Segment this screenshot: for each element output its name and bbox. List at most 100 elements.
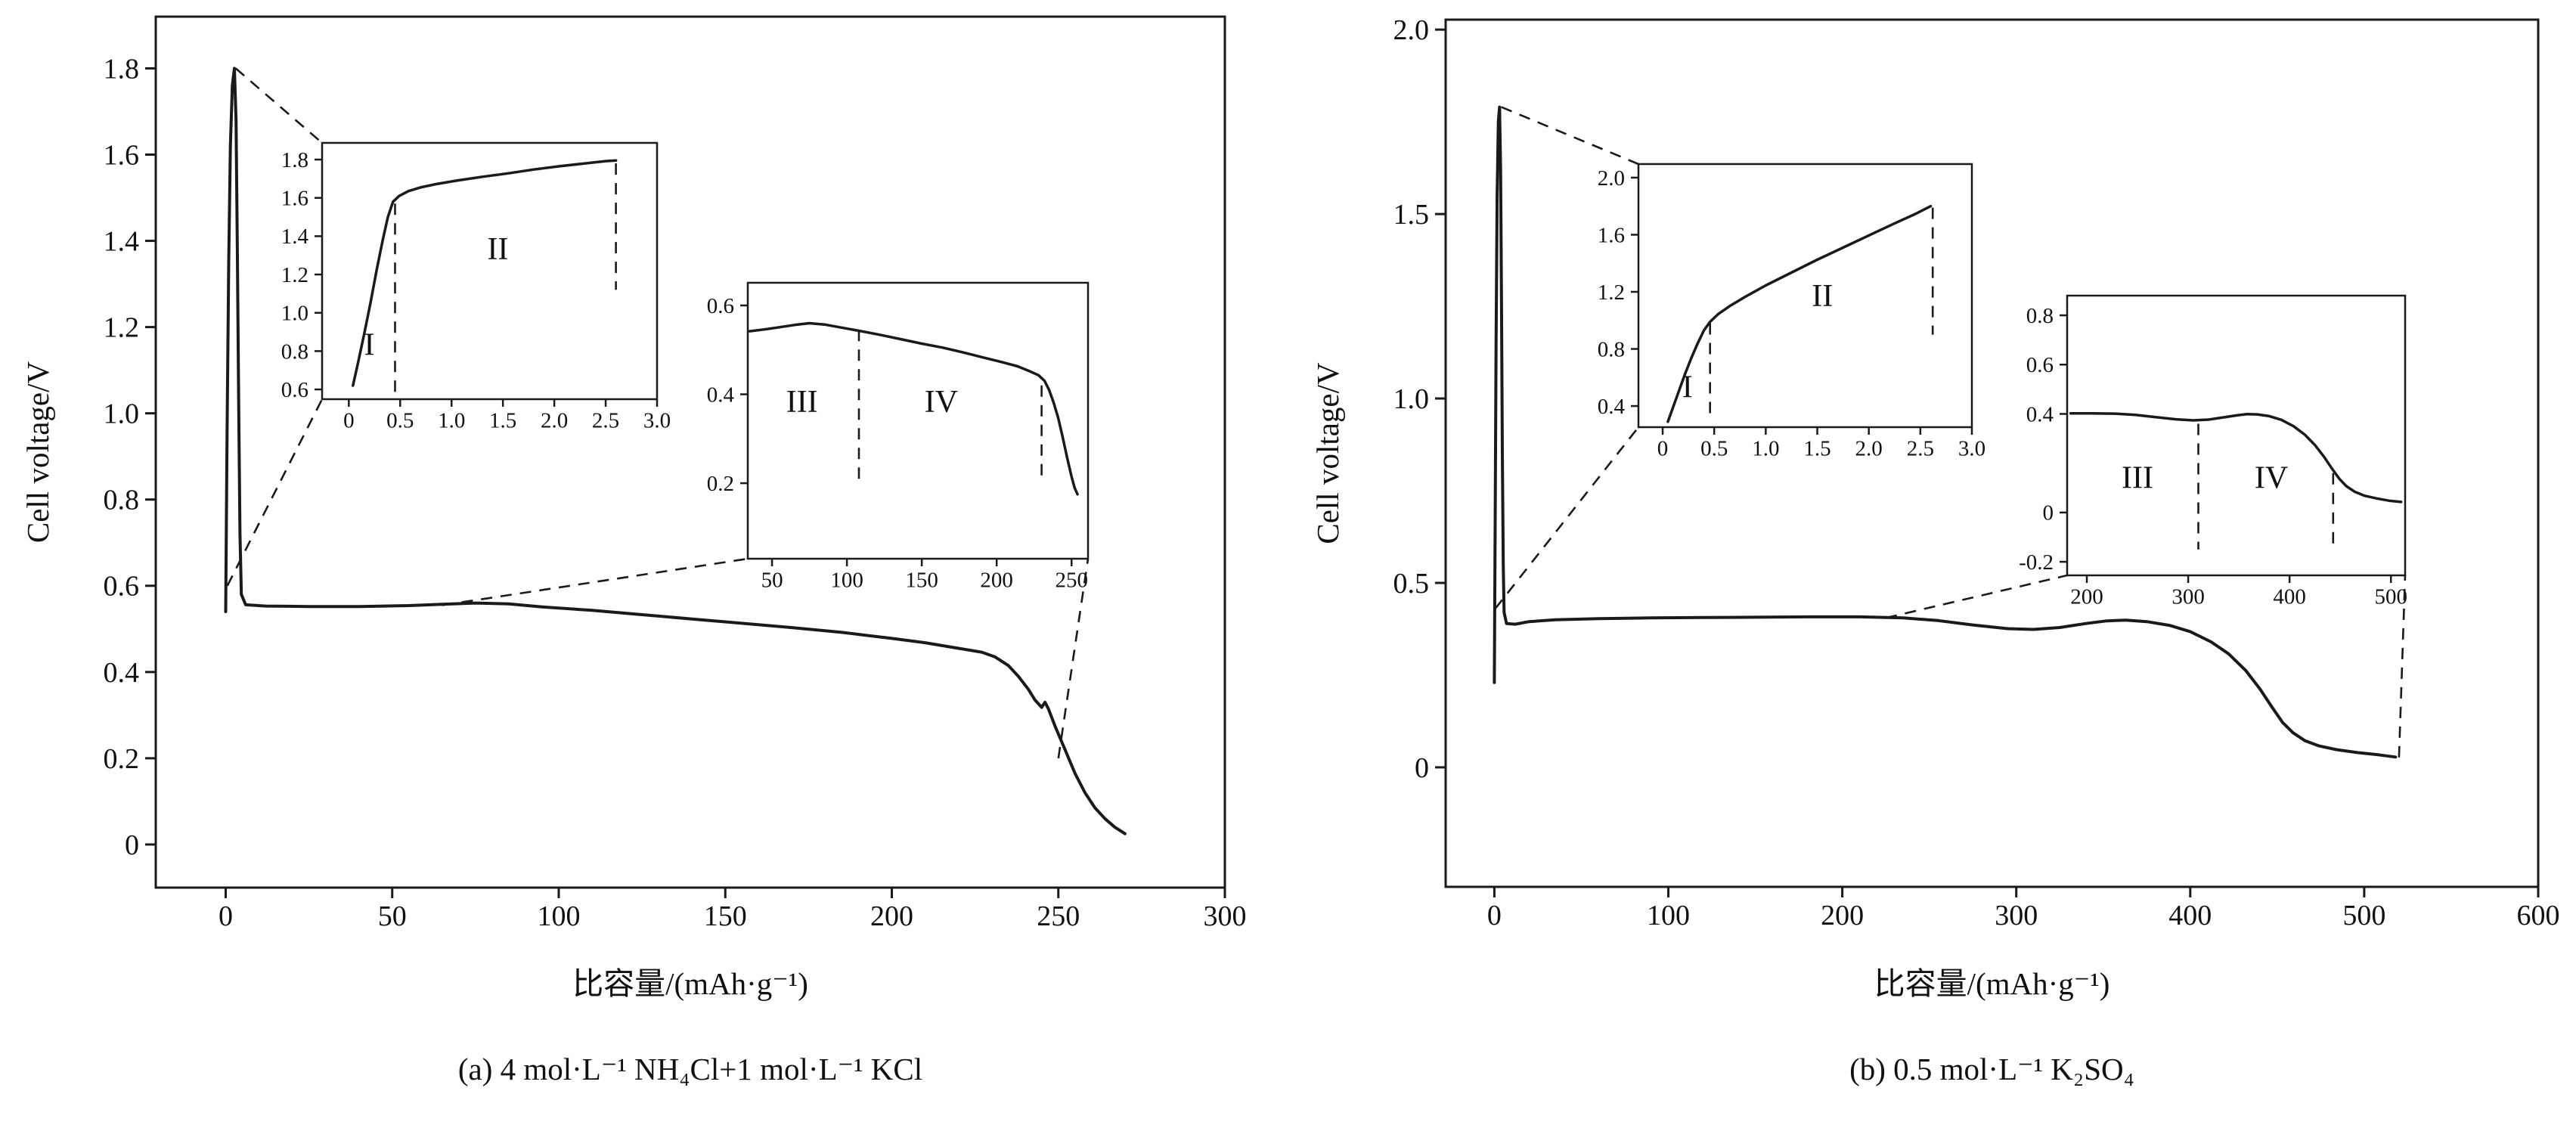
region-label: III: [2122, 460, 2153, 495]
zoom-connector-dash: [1494, 426, 1640, 609]
zoom-connector-dash: [1885, 574, 2068, 619]
y-axis-label: Cell voltage/V: [20, 361, 55, 543]
y-tick-label: 0.8: [1598, 337, 1625, 361]
x-tick-label: 250: [1037, 900, 1080, 932]
x-tick-label: 100: [538, 900, 581, 932]
x-tick-label: 1.0: [438, 409, 465, 433]
y-tick-label: 0: [2043, 501, 2054, 525]
region-label: IV: [2255, 460, 2288, 495]
x-tick-label: 400: [2273, 585, 2306, 609]
x-tick-label: 100: [1647, 900, 1690, 931]
y-tick-label: 1.4: [104, 225, 140, 257]
zoom-connector-dash: [442, 557, 749, 606]
zoom-connector-dash: [226, 398, 324, 587]
y-tick-label: 2.0: [1598, 166, 1625, 191]
y-tick-label: 0.4: [1598, 395, 1626, 419]
y-tick-label: 0.4: [104, 657, 140, 689]
x-tick-label: 50: [761, 569, 783, 593]
y-tick-label: 0.8: [281, 339, 308, 364]
region-label: IV: [925, 385, 958, 420]
x-tick-label: 1.5: [1803, 437, 1830, 461]
panel-caption: (b) 0.5 mol·L⁻¹ K₂SO₄: [1849, 1052, 2134, 1086]
x-tick-label: 200: [2070, 585, 2103, 609]
inset-voltage-curve: [2069, 412, 2403, 504]
x-tick-label: 1.0: [1752, 437, 1779, 461]
y-tick-label: 0: [1415, 752, 1429, 784]
inset-frame: [1637, 163, 1973, 429]
x-tick-label: 150: [704, 900, 747, 932]
y-tick-label: 1.8: [281, 148, 308, 172]
x-tick-label: 3.0: [643, 409, 671, 433]
y-tick-label: 0.5: [1393, 568, 1430, 600]
y-tick-label: 1.2: [1598, 280, 1625, 305]
x-tick-label: 100: [830, 569, 863, 593]
x-tick-label: 500: [2374, 585, 2407, 609]
zoom-connector-dash: [234, 67, 323, 144]
y-tick-label: 0: [125, 829, 139, 861]
y-tick-label: 1.0: [104, 398, 140, 430]
x-tick-label: 300: [2171, 585, 2205, 609]
inset-voltage-curve: [1666, 204, 1933, 423]
x-tick-label: 500: [2342, 900, 2385, 931]
x-tick-label: 1.5: [489, 409, 516, 433]
region-label: II: [1812, 279, 1833, 314]
x-tick-label: 3.0: [1958, 437, 1985, 461]
x-tick-label: 0.5: [1700, 437, 1728, 461]
voltage-curve: [1493, 105, 2398, 759]
x-tick-label: 2.5: [592, 409, 619, 433]
x-tick-label: 0: [1487, 900, 1502, 931]
inset-voltage-curve: [352, 159, 618, 387]
y-tick-label: 1.4: [281, 225, 309, 249]
zoom-connector-dash: [1501, 106, 1639, 166]
x-tick-label: 2.5: [1907, 437, 1934, 461]
y-tick-label: 2.0: [1393, 14, 1430, 46]
region-label: I: [1682, 370, 1693, 405]
x-tick-label: 200: [980, 569, 1013, 593]
voltage-curve: [224, 67, 1127, 835]
y-tick-label: 0.4: [707, 383, 735, 407]
x-tick-label: 2.0: [541, 409, 568, 433]
x-axis-label: 比容量/(mAh·g⁻¹): [572, 966, 808, 1001]
y-tick-label: 1.6: [104, 139, 140, 171]
y-tick-label: 1.6: [1598, 223, 1625, 247]
plot-frame: [154, 15, 1226, 889]
x-axis-label: 比容量/(mAh·g⁻¹): [1874, 966, 2110, 1001]
panel-a-svg: 0 50 100 150 200 250 300 0 0.2 0.4 0.6 0.8 1.0 1.2 1.4…: [20, 15, 1247, 1086]
x-tick-label: 300: [1995, 900, 2038, 931]
x-tick-label: 150: [905, 569, 938, 593]
region-label: II: [487, 232, 508, 267]
y-tick-label: 1.2: [104, 312, 140, 344]
x-tick-label: 200: [1821, 900, 1864, 931]
y-tick-label: 1.2: [281, 263, 308, 287]
y-tick-label: 0.6: [104, 571, 140, 603]
plot-frame: [1444, 18, 2540, 888]
panel-b-svg: 0 100 200 300 400 500 600 0 0.5 1.0 1.5 2.0 比容量/(mAh…: [1288, 0, 2576, 1125]
y-tick-label: 1.5: [1393, 199, 1430, 231]
region-label: III: [786, 385, 818, 420]
inset-voltage-curve: [748, 321, 1079, 496]
x-tick-label: 200: [870, 900, 913, 932]
y-axis-label: Cell voltage/V: [1310, 362, 1345, 544]
inset-frame: [321, 141, 659, 401]
x-tick-label: 250: [1055, 569, 1088, 593]
inset-frame: [2066, 294, 2407, 577]
y-tick-label: 1.0: [281, 302, 308, 326]
y-tick-label: 1.8: [104, 53, 140, 85]
y-tick-label: 0.2: [707, 472, 734, 496]
y-tick-label: 0.4: [2026, 402, 2054, 426]
x-tick-label: 0: [219, 900, 233, 932]
x-tick-label: 0: [343, 409, 355, 433]
x-tick-label: 600: [2517, 900, 2560, 931]
y-tick-label: 0.6: [281, 378, 308, 402]
x-tick-label: 50: [378, 900, 407, 932]
y-tick-label: 1.6: [281, 187, 308, 211]
region-label: I: [364, 328, 375, 363]
x-tick-label: 2.0: [1855, 437, 1883, 461]
y-tick-label: 0.6: [2026, 353, 2054, 377]
y-tick-label: 0.2: [104, 743, 140, 775]
zoom-connector-dash: [1057, 558, 1090, 759]
y-tick-label: 0.8: [2026, 304, 2054, 328]
y-tick-label: 1.0: [1393, 383, 1430, 415]
x-tick-label: 400: [2168, 900, 2212, 931]
